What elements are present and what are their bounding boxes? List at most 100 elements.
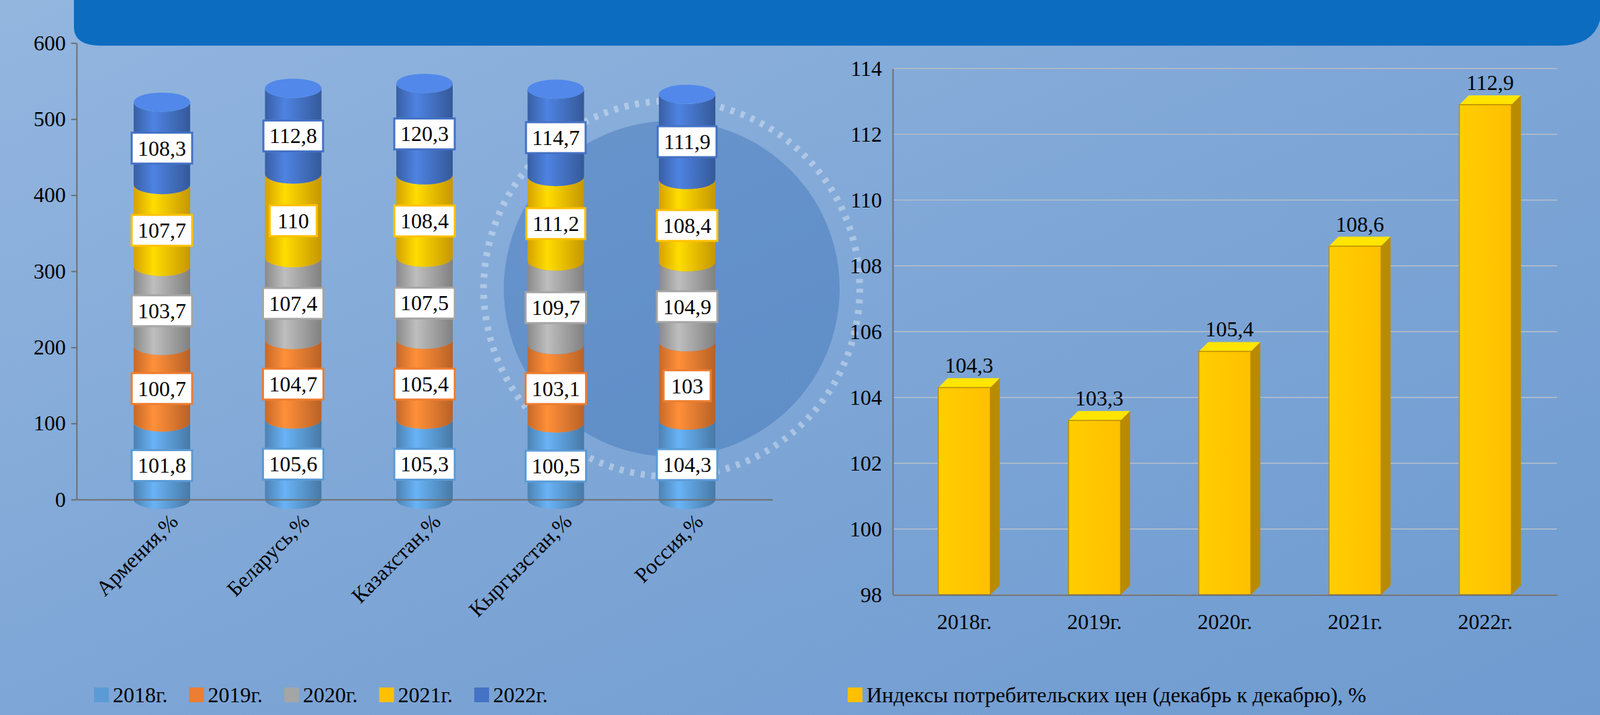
y-tick-mark: [71, 347, 77, 349]
y-tick-label: 106: [849, 319, 882, 344]
data-label-text: 114,7: [531, 125, 580, 150]
data-label: 107,5: [394, 287, 455, 319]
marks: [938, 95, 1521, 596]
label-box: [394, 368, 455, 400]
x-tick: Армения,%: [90, 499, 183, 602]
bar-depth-side: [1381, 237, 1391, 596]
x-tick-label: 2021г.: [1327, 609, 1384, 635]
y-tick: 98: [860, 583, 893, 608]
y-tick-label: 100: [33, 411, 66, 436]
y-tick-label: 112: [850, 122, 882, 147]
data-label: 120,3: [394, 118, 455, 150]
x-tick: 2020г.: [1197, 595, 1253, 635]
bar-segment: [265, 339, 322, 430]
bar-segment: [527, 261, 584, 355]
data-label-text: 103,1: [531, 376, 580, 402]
data-labels: 104,3103,3105,4108,6112,9: [945, 70, 1515, 411]
label-box: [525, 122, 586, 154]
y-tick-label: 0: [55, 487, 66, 512]
bar-segment: [658, 420, 716, 510]
x-tick-label: Беларусь,%: [221, 509, 314, 602]
label-box: [263, 448, 324, 480]
legend-swatch: [189, 687, 205, 703]
legend-label: 2021г.: [398, 683, 454, 708]
x-tick-label: 2020г.: [1197, 609, 1253, 635]
x-tick: Россия,%: [629, 499, 708, 588]
y-tick: 108: [849, 253, 893, 279]
y-tick: 112: [850, 122, 893, 147]
label-box: [394, 287, 455, 319]
data-label: 108,6: [1335, 212, 1384, 237]
label-box: [394, 205, 455, 237]
data-label: 104,3: [656, 449, 718, 481]
data-label: 114,7: [525, 122, 586, 154]
bar-segment: [527, 176, 584, 271]
bar: [1198, 351, 1252, 596]
data-label: 104,3: [945, 353, 994, 378]
label-box: [263, 368, 324, 400]
data-label: 100,5: [525, 450, 586, 482]
x-tick: 2019г.: [1067, 595, 1123, 635]
data-label-text: 107,4: [269, 291, 318, 316]
bar-segment: [396, 339, 453, 430]
bar: [1068, 420, 1122, 596]
data-label: 104,7: [263, 368, 324, 400]
bar: [1459, 104, 1513, 596]
y-tick-label: 110: [850, 188, 882, 213]
x-tick-label: 2018г.: [937, 609, 993, 635]
x-tick: 2018г.: [937, 595, 993, 635]
label-box: [263, 120, 324, 152]
cylinder-cap: [265, 78, 322, 99]
bar-depth-side: [990, 378, 1000, 596]
data-label: 108,3: [131, 132, 193, 164]
data-label: 100,7: [131, 373, 193, 405]
bar-depth-side: [1511, 95, 1521, 596]
y-tick: 400: [33, 182, 77, 207]
data-label-text: 104,9: [662, 294, 712, 320]
y-tick: 0: [55, 487, 77, 512]
legend-label: 2019г.: [208, 683, 264, 708]
y-tick-label: 108: [849, 253, 882, 279]
data-label-text: 105,4: [400, 372, 449, 397]
bar-segment: [396, 175, 453, 268]
data-label-text: 101,8: [137, 453, 187, 478]
label-box: [394, 448, 455, 480]
data-label: 105,4: [394, 368, 455, 400]
data-label: 103,7: [131, 295, 193, 327]
bar-depth-top: [1198, 341, 1261, 352]
y-tick: 110: [850, 188, 893, 213]
y-tick-label: 98: [860, 583, 882, 608]
bar-segment: [133, 102, 191, 195]
bar-segment: [396, 419, 453, 510]
data-label-text: 105,6: [269, 452, 318, 477]
data-label-text: 110: [277, 208, 309, 234]
y-tick-label: 102: [849, 451, 882, 476]
banner: [73, 0, 1600, 46]
y-tick: 102: [849, 451, 893, 476]
legend-item: 2020г.: [284, 683, 359, 708]
y-tick-mark: [71, 118, 77, 121]
stacked-chart: 101,8100,7103,7107,7108,3105,6104,7107,4…: [33, 30, 774, 708]
bar-depth-top: [1068, 411, 1131, 421]
bar-chart: 104,3103,3105,4108,6112,9981001021041061…: [847, 56, 1558, 708]
data-label: 108,4: [394, 205, 455, 237]
y-tick-label: 500: [33, 106, 66, 131]
legend-label: 2018г.: [112, 683, 168, 708]
label-box: [525, 292, 586, 324]
bar-segment: [265, 257, 322, 350]
y-tick: 114: [850, 56, 893, 81]
cylinder-cap: [527, 79, 584, 100]
label-box: [656, 449, 718, 481]
bar-segment: [658, 94, 716, 190]
data-label-text: 104,7: [269, 372, 318, 397]
data-label-text: 103: [671, 374, 704, 399]
data-label-text: 103,7: [137, 298, 187, 324]
label-box: [131, 295, 193, 327]
cylinder-cap: [658, 84, 716, 105]
bar-depth-side: [1120, 411, 1130, 596]
y-tick: 200: [33, 335, 77, 360]
marks: [133, 73, 716, 510]
bar-segment: [658, 179, 716, 272]
label-box: [525, 373, 586, 405]
data-labels: 101,8100,7103,7107,7108,3105,6104,7107,4…: [131, 118, 718, 482]
